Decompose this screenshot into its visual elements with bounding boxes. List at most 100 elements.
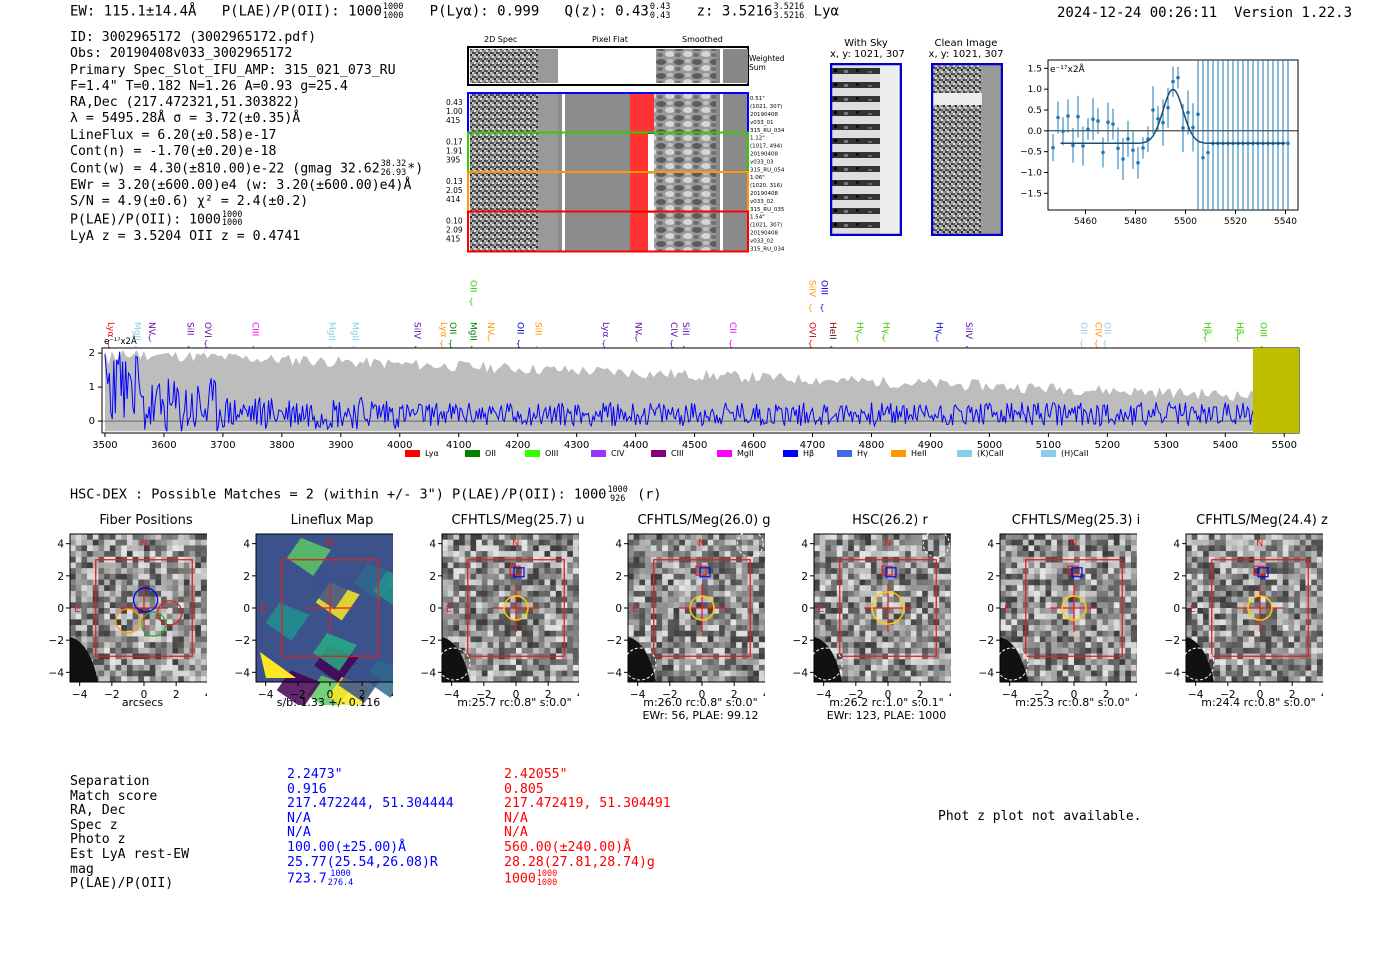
full-xtick: 3600 xyxy=(151,440,176,451)
weighted-sum-row: Weighted Sum xyxy=(467,46,785,86)
zoom-ytick: 0.0 xyxy=(1028,127,1043,137)
emission-line-brace: { xyxy=(1094,339,1099,348)
east-marker: E xyxy=(1190,604,1196,615)
panel-xtick: 4 xyxy=(949,689,951,701)
emission-line-brace: { xyxy=(634,333,639,342)
hsc-dex-title: HSC-DEX : Possible Matches = 2 (within +… xyxy=(70,485,662,504)
cutout-row-meta: 20190408 xyxy=(750,231,778,237)
panel-xtick: 2 xyxy=(1103,689,1110,701)
panel-ytick: −4 xyxy=(421,667,437,679)
match-label: Spec z xyxy=(70,817,118,833)
match-value: 2.42055" xyxy=(504,767,568,782)
zoom-unit: e⁻¹⁷x2Å xyxy=(1050,63,1086,75)
emission-line-label: NV xyxy=(146,322,156,336)
north-marker: N xyxy=(1070,538,1077,549)
match-label: Photo z xyxy=(70,832,126,848)
cutout-row-meta: 315_RU_035 xyxy=(750,207,785,213)
header-version: Version 1.22.3 xyxy=(1234,5,1353,21)
header-datetime: 2024-12-24 00:26:11 xyxy=(1057,5,1218,21)
cutout-row-meta: (1020, 316) xyxy=(750,183,782,189)
panel-xtick: 4 xyxy=(1135,689,1137,701)
cutout-row-n2: 1.91 xyxy=(446,147,463,156)
panel-ytick: −2 xyxy=(235,635,250,647)
panel-title: CFHTLS/Meg(25.3) i xyxy=(1011,513,1141,528)
emission-line-brace: { xyxy=(934,333,939,342)
zoom-xtick: 5460 xyxy=(1074,217,1097,227)
col-smoothed: Smoothed xyxy=(682,35,723,44)
panel-xtick: 2 xyxy=(1289,689,1296,701)
emission-line-label: Lyα xyxy=(438,322,448,338)
full-ytick: 2 xyxy=(89,348,95,359)
info-obs: Obs: 20190408v033_3002965172 xyxy=(70,46,293,62)
spectra-cutouts: 2D Spec Pixel Flat Smoothed Weighted Sum… xyxy=(446,35,785,253)
emission-line-label: OII xyxy=(1078,322,1088,334)
panel-caption: m:24.4 rc:0.8" s:0.0" xyxy=(1201,696,1316,709)
info-primary: Primary Spec_Slot_IFU_AMP: 315_021_073_R… xyxy=(70,62,396,78)
panel-ytick: 0 xyxy=(801,603,808,615)
full-unit: e⁻¹⁷x2Å xyxy=(104,335,137,347)
panel-xtick: 4 xyxy=(763,689,765,701)
emission-line-brace: { xyxy=(203,339,208,348)
match-value: 1000 1000 1000 xyxy=(504,869,558,888)
legend-entry: MgII xyxy=(737,449,754,458)
panel-xtick: 0 xyxy=(327,689,334,701)
panel-xtick: −2 xyxy=(848,689,863,701)
info-lyaz: LyA z = 3.5204 OII z = 0.4741 xyxy=(70,228,301,244)
east-marker: E xyxy=(446,604,452,615)
panel-xtick: 4 xyxy=(391,689,393,701)
emission-line-label: HeII xyxy=(827,322,837,340)
panel-xtick: −4 xyxy=(1002,689,1018,701)
match-value: 560.00(±240.00)Å xyxy=(504,839,632,855)
panel-ytick: −2 xyxy=(793,635,808,647)
cutout-row-n1: 0.17 xyxy=(446,138,463,147)
full-xtick: 5000 xyxy=(977,440,1002,451)
panel-xtick: 4 xyxy=(577,689,579,701)
info-contn: Cont(n) = -1.70(±0.20)e-18 xyxy=(70,144,277,160)
panel-xtick: −4 xyxy=(444,689,460,701)
header-qz-frac: 0.43 0.43 xyxy=(649,2,671,21)
emission-line-label: OIII xyxy=(818,280,828,295)
panel-xtick: −2 xyxy=(1220,689,1235,701)
full-xtick: 4100 xyxy=(446,440,471,451)
zoom-xtick: 5520 xyxy=(1224,217,1247,227)
panel-ytick: 4 xyxy=(987,539,994,551)
zoom-ytick: −1.5 xyxy=(1020,189,1042,199)
north-marker: N xyxy=(1256,538,1263,549)
col-pixel-flat: Pixel Flat xyxy=(592,35,628,44)
cutout-row-meta: 1.12" xyxy=(750,136,765,142)
zoom-ytick: −1.0 xyxy=(1020,169,1042,179)
panel-xtick: −2 xyxy=(104,689,119,701)
cutout-row-meta: 315_RU_034 xyxy=(750,128,785,134)
match-value: 217.472244, 51.304444 xyxy=(287,796,454,812)
cutout-row-meta: 1.06" xyxy=(750,175,765,181)
legend-entry: HeII xyxy=(911,449,927,458)
match-label: mag xyxy=(70,861,94,877)
panel-ytick: −4 xyxy=(49,667,65,679)
panel-caption: m:25.7 rc:0.8" s:0.0" xyxy=(457,696,572,709)
emission-line-label: SiIV xyxy=(807,280,817,298)
zoom-ytick: 1.0 xyxy=(1028,85,1043,95)
emission-line-label: CIV xyxy=(1093,322,1103,338)
panel-xtick: 0 xyxy=(1257,689,1264,701)
legend-entry: (K)CaII xyxy=(977,449,1004,458)
emission-line-label: OVI xyxy=(807,322,817,338)
cutout-row-n1: 0.10 xyxy=(446,217,463,226)
panel-ytick: 4 xyxy=(429,539,436,551)
panel-ytick: −2 xyxy=(979,635,994,647)
emission-line-label: NV xyxy=(485,322,495,336)
emission-line-label: Lyα xyxy=(600,322,610,338)
clean-image xyxy=(931,63,1003,236)
cutout-row-meta: 315_RU_034 xyxy=(750,247,785,253)
header-qz: Q(z): 0.43 xyxy=(564,3,649,20)
panel-caption: s/b: 1.33 +/- 0.116 xyxy=(276,696,381,709)
panel-ytick: 2 xyxy=(801,571,808,583)
emission-line-label: SiIV xyxy=(412,322,422,340)
cutout-row-meta: 20190408 xyxy=(750,191,778,197)
panel-caption: m:25.3 rc:0.8" s:0.0" xyxy=(1015,696,1130,709)
north-marker: N xyxy=(698,538,705,549)
legend-entry: (H)CaII xyxy=(1061,449,1088,458)
panel-xtick: −4 xyxy=(258,689,274,701)
full-xtick: 4500 xyxy=(682,440,707,451)
emission-line-label: SiII xyxy=(680,322,690,336)
